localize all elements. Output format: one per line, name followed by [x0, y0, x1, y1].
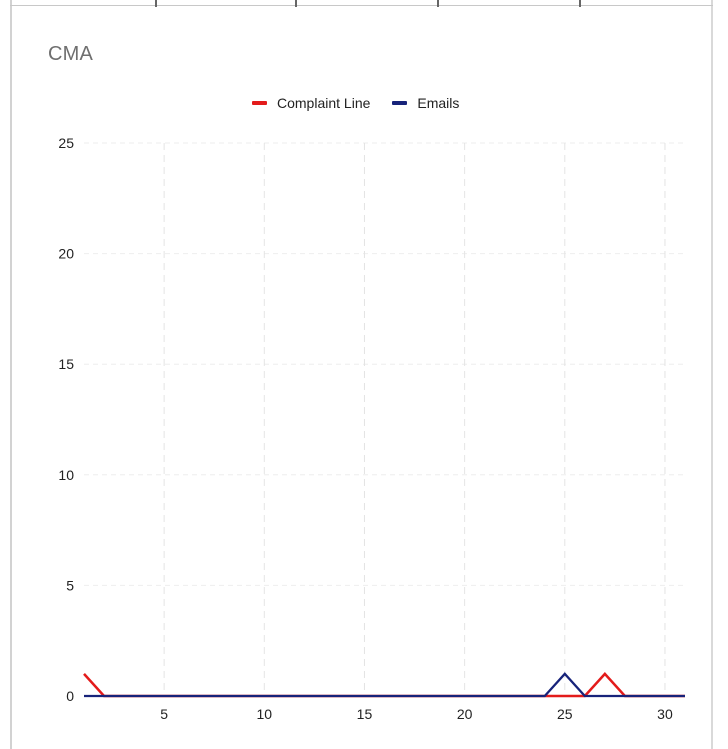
y-tick-label: 5 — [66, 577, 74, 593]
chart-title: CMA — [48, 43, 94, 65]
chart-legend: Complaint Line Emails — [252, 94, 459, 112]
left-frame-rule — [10, 0, 12, 749]
x-tick-label: 30 — [657, 706, 673, 722]
y-tick-label: 25 — [58, 135, 74, 151]
grid-layer — [84, 142, 685, 696]
legend-label-emails: Emails — [417, 95, 460, 111]
top-frame-rule — [10, 5, 713, 6]
x-tick-label: 20 — [457, 706, 473, 722]
y-tick-label: 15 — [58, 356, 74, 372]
series-line-complaint-line — [83, 672, 685, 698]
series-layer — [83, 672, 685, 698]
x-tick-label: 5 — [160, 706, 168, 722]
legend-swatch-emails — [392, 101, 408, 105]
y-tick-label: 10 — [58, 467, 74, 483]
x-tick-label: 10 — [257, 706, 273, 722]
top-frame-tick — [155, 0, 157, 7]
legend-swatch-complaint-line — [252, 101, 267, 105]
series-line-emails — [84, 672, 685, 698]
y-tick-label: 20 — [58, 246, 74, 262]
top-frame-tick — [437, 0, 439, 7]
legend-item-emails: Emails — [392, 95, 459, 111]
x-tick-label: 15 — [357, 706, 373, 722]
right-frame-rule — [711, 0, 713, 749]
top-frame-tick — [295, 0, 297, 7]
y-tick-label: 0 — [66, 688, 74, 704]
legend-item-complaint-line: Complaint Line — [252, 95, 370, 111]
x-tick-label: 25 — [557, 706, 573, 722]
axis-layer: 0 5 10 15 20 25 5 10 15 20 25 30 — [58, 135, 685, 722]
legend-label-complaint-line: Complaint Line — [277, 95, 371, 111]
top-frame-tick — [579, 0, 581, 7]
